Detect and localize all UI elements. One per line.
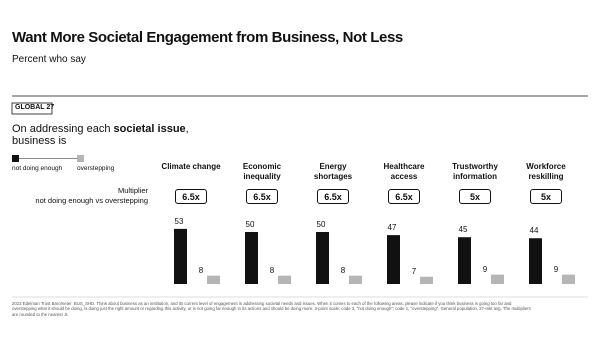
question-text: On addressing each (12, 123, 114, 135)
multiplier-badge: 6.5x (317, 189, 349, 204)
value-label: 9 (482, 264, 488, 274)
value-label: 45 (458, 225, 468, 235)
multiplier-badge: 6.5x (175, 189, 207, 204)
tag-box (11, 102, 53, 115)
multiplier-badge: 6.5x (246, 189, 278, 204)
value-label: 44 (529, 226, 539, 236)
bar (207, 275, 220, 284)
bar (387, 235, 400, 284)
bar (458, 237, 471, 284)
category-label: Trustworthy information (452, 162, 498, 181)
question: On addressing each societal issue, busin… (12, 123, 202, 147)
category-label: Workforce reskilling (526, 162, 566, 181)
bar (278, 275, 291, 284)
chart-title: Want More Societal Engagement from Busin… (12, 29, 403, 46)
value-label: 8 (269, 265, 275, 275)
value-label: 53 (174, 216, 184, 226)
value-label: 50 (316, 220, 326, 229)
bar (245, 232, 258, 284)
category-label: Economic inequality (242, 162, 282, 181)
bar (420, 276, 433, 284)
value-label: 7 (411, 266, 417, 276)
question-text: , business is (12, 123, 189, 147)
bar (316, 232, 329, 284)
legend-label: not doing enough (12, 165, 63, 172)
value-label: 50 (245, 220, 255, 229)
bar (562, 274, 575, 284)
bar (349, 275, 362, 284)
category-label: Healthcare access (383, 162, 425, 181)
value-label: 8 (198, 265, 204, 275)
multiplier-label: not doing enough vs overstepping (35, 196, 148, 205)
tag: GLOBAL 27 (15, 104, 55, 111)
value-label: 9 (553, 264, 559, 274)
legend-label: overstepping (77, 165, 115, 172)
bar (174, 228, 187, 284)
multiplier-label: Multiplier (117, 186, 148, 195)
bar (491, 274, 504, 284)
category-label: Energy shortages (313, 162, 353, 181)
value-label: 8 (340, 265, 346, 275)
value-label: 47 (387, 223, 397, 233)
category-label: Climate change (161, 162, 221, 171)
multiplier-badge: 5x (530, 189, 562, 204)
subtitle: Percent who say (12, 54, 86, 65)
multiplier-badge: 5x (459, 189, 491, 204)
multiplier-badge: 6.5x (388, 189, 420, 204)
footnote: 2023 Edelman Trust Barometer. BUS_SHD. T… (12, 301, 531, 317)
legend-swatch (77, 155, 84, 162)
legend-swatch (12, 155, 19, 162)
bar (529, 238, 542, 284)
question-emphasis: societal issue (113, 123, 186, 135)
